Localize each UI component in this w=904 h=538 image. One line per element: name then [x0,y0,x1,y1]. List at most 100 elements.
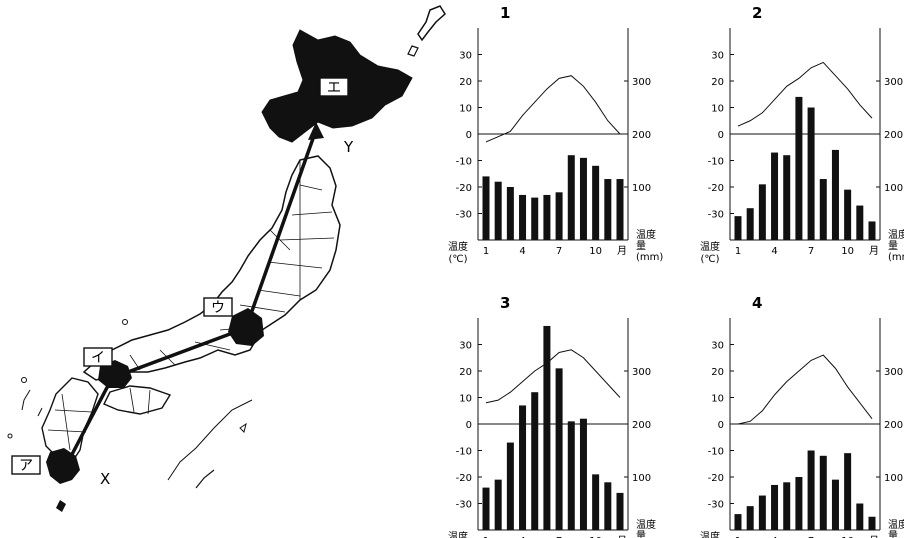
precip-axis-label: 温度 [636,518,656,531]
svg-text:ウ: ウ [211,300,225,316]
northern-island [417,5,446,42]
precip-bar [734,514,742,530]
precip-bar [746,506,754,530]
precip-bar [771,152,779,240]
region-i-blob [98,360,132,388]
route-line [66,377,114,463]
precip-bar [494,479,502,530]
chart-title: 1 [500,4,510,22]
temp-tick-label: 20 [711,367,724,378]
x-tick-label: 1 [735,536,741,538]
precip-bar [519,194,527,240]
x-tick-label: 4 [519,246,525,257]
precip-tick-label: 300 [884,77,903,88]
precip-bar [795,96,803,241]
svg-text:エ: エ [327,80,341,96]
temp-tick-label: 10 [711,104,724,115]
temp-tick-label: 0 [466,130,472,141]
temp-tick-label: -20 [456,473,472,484]
precip-bar [579,418,587,530]
kyushu-lines [47,393,93,451]
precip-axis-label: (mm) [888,252,904,263]
honshu-region [82,155,341,381]
precip-tick-label: 200 [884,420,903,431]
climate-chart-3: 33020100-10-20-3030020010014710月温度(℃)温度量… [448,294,656,538]
temp-tick-label: 30 [711,51,724,62]
x-tick-label: 10 [589,246,602,257]
temp-tick-label: 0 [718,420,724,431]
island-coast [21,389,43,417]
temp-tick-label: -10 [456,447,472,458]
precip-bar [856,205,864,240]
temp-tick-label: 30 [459,341,472,352]
precip-bar [519,405,527,530]
temp-axis-label: 温度 [448,530,468,538]
x-tick-label: 7 [556,246,562,257]
shikoku-region [103,385,172,415]
temp-tick-label: 20 [459,77,472,88]
region-label-e: エ [319,77,349,97]
route-arrowhead [308,122,324,140]
x-tick-label: 4 [771,536,777,538]
x-tick-label: 月 [869,245,879,257]
temp-tick-label: -10 [456,157,472,168]
precip-bar [758,184,766,240]
temperature-line [737,61,873,127]
precip-axis-label: 量 [888,240,898,252]
precip-bar [831,149,839,240]
precip-bar [819,455,827,530]
temp-tick-label: -20 [708,473,724,484]
precip-tick-label: 100 [884,183,903,194]
precip-bar [758,495,766,530]
temp-axis-label: 温度 [700,240,720,253]
precip-bar [807,450,815,530]
precip-bar [494,181,502,240]
precip-bar [482,487,490,530]
island-east [239,422,247,433]
climate-chart-4: 43020100-10-20-3030020010014710月温度(℃)温度量… [700,294,904,538]
precip-bar [531,392,539,530]
temp-tick-label: 10 [459,104,472,115]
precip-bar [783,155,791,240]
x-tick-label: 10 [589,536,602,538]
temperature-line [737,354,873,425]
chart-title: 4 [752,294,762,312]
temp-tick-label: -30 [708,210,724,221]
x-tick-label: 月 [617,245,627,257]
temp-tick-label: 10 [711,394,724,405]
region-label-i: イ [83,347,113,367]
precip-tick-label: 300 [884,367,903,378]
precip-tick-label: 300 [632,367,651,378]
temp-tick-label: 20 [459,367,472,378]
precip-bar [567,155,575,240]
x-tick-label: 月 [617,535,627,538]
precip-axis-label: (mm) [636,252,663,263]
precip-bar [506,187,514,240]
temp-tick-label: 30 [459,51,472,62]
precip-bar [543,194,551,240]
precip-bar [795,477,803,530]
x-tick-label: 7 [808,246,814,257]
x-tick-label: 4 [519,536,525,538]
temp-tick-label: -30 [456,210,472,221]
precip-tick-label: 100 [884,473,903,484]
northern-island-2 [407,45,419,57]
precip-bar [616,179,624,240]
precip-bar [868,221,876,240]
japan-map: ア イ ウ エ X Y [7,5,446,512]
precip-bar [844,189,852,240]
region-label-a: ア [11,455,41,475]
temp-tick-label: 10 [459,394,472,405]
precip-bar [856,503,864,530]
precip-bar [567,421,575,530]
precip-tick-label: 200 [632,130,651,141]
precip-bar [604,482,612,530]
island-south [56,500,66,512]
point-x-label: X [100,470,110,488]
temp-tick-label: -20 [708,183,724,194]
point-y-label: Y [343,138,354,156]
island-dot [122,319,128,325]
precip-bar [506,442,514,530]
precip-bar [579,157,587,240]
